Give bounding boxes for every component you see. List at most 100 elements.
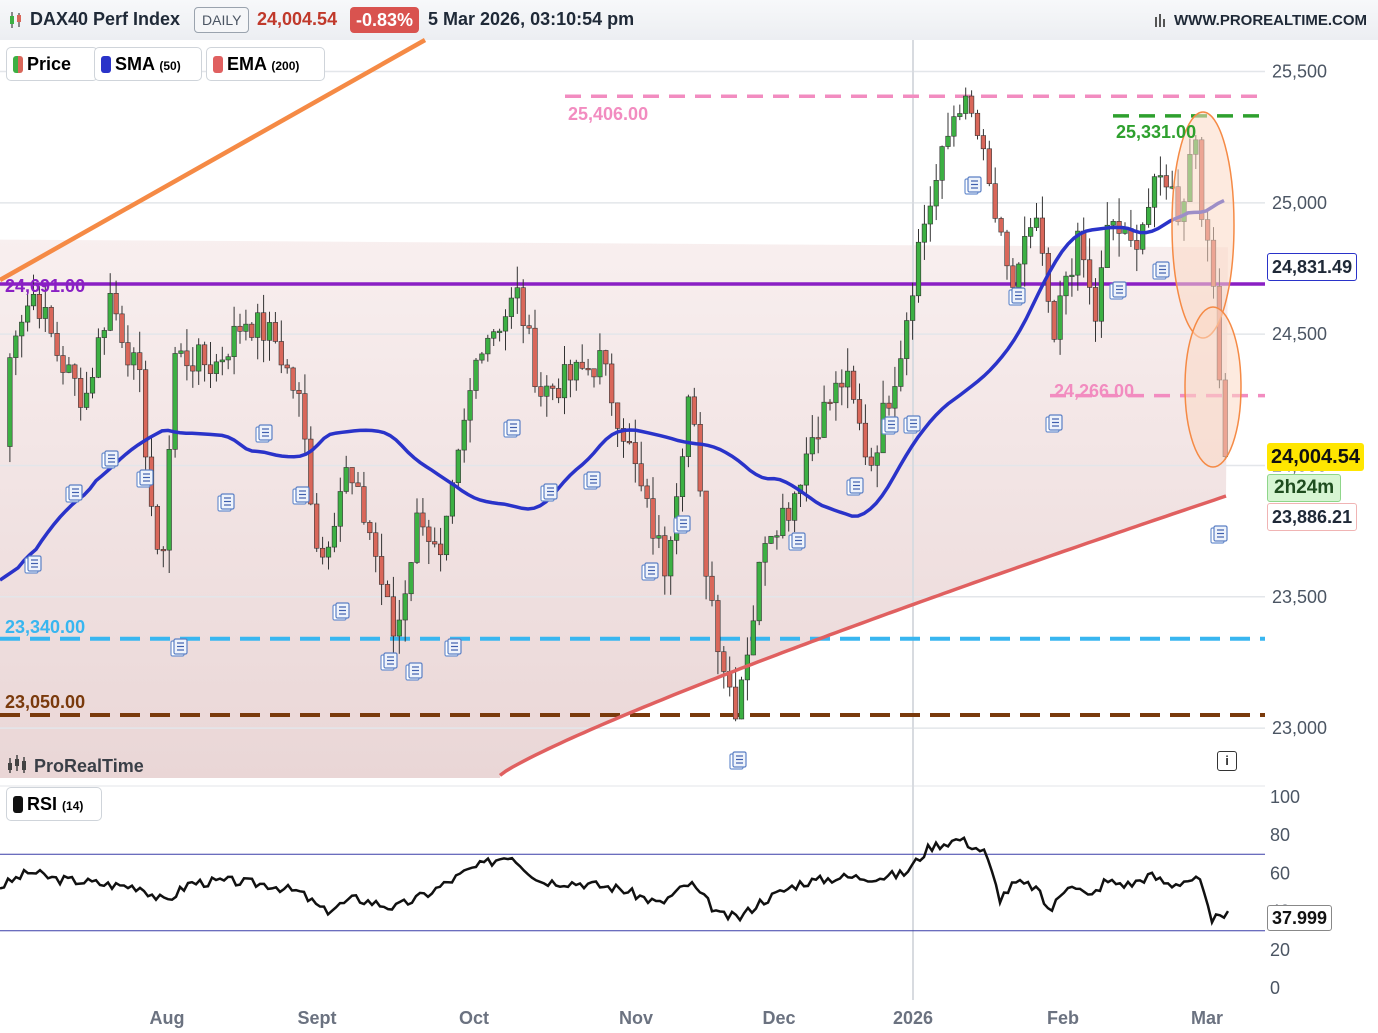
level-label-25331: 25,331.00 <box>1116 122 1197 142</box>
candle-body <box>703 490 709 577</box>
sma-swatch-icon <box>101 56 111 73</box>
y-tick-label: 25,500 <box>1272 62 1327 82</box>
candle-body <box>738 679 745 720</box>
news-note-icon <box>405 662 423 681</box>
candle-body <box>184 350 190 367</box>
legend-price-label: Price <box>27 54 72 74</box>
candle-body <box>921 223 927 243</box>
candle-body <box>892 386 898 409</box>
candle-body <box>172 353 178 450</box>
news-note-icon <box>24 555 42 574</box>
candle-body <box>1134 240 1140 250</box>
candle-body <box>154 506 161 550</box>
countdown-tag: 2h24m <box>1267 474 1342 502</box>
candle-body <box>750 620 756 656</box>
ema-value-tag: 23,886.21 <box>1267 503 1358 531</box>
candle-body <box>89 377 96 394</box>
candle-body <box>980 135 986 150</box>
instrument-name[interactable]: DAX40 Perf Index <box>30 9 181 29</box>
candle-body <box>721 651 727 672</box>
candle-body <box>408 562 414 595</box>
candle-body <box>13 335 19 358</box>
candle-body <box>249 323 255 338</box>
candle-body <box>827 401 833 404</box>
legend-price-button[interactable]: Price <box>6 47 98 81</box>
rsi-tick-label: 100 <box>1270 787 1300 807</box>
candle-body <box>343 467 349 492</box>
candle-body <box>337 491 343 527</box>
candle-body <box>874 452 880 466</box>
candle-body <box>803 453 809 486</box>
candle-body <box>355 482 361 487</box>
candle-body <box>567 364 573 381</box>
candle-body <box>473 359 479 391</box>
candle-body <box>414 512 420 563</box>
candle-body <box>48 307 54 334</box>
candle-body <box>455 449 461 483</box>
candle-body <box>644 485 650 499</box>
candle-body <box>1098 267 1104 322</box>
candle-body <box>626 441 632 444</box>
candle-body <box>561 364 568 399</box>
candle-body <box>302 393 308 440</box>
candle-body <box>662 535 668 577</box>
candle-body <box>19 321 25 337</box>
candle-body <box>1146 206 1152 225</box>
candle-body <box>992 183 998 219</box>
candle-body <box>927 205 933 225</box>
news-note-icon <box>255 424 273 443</box>
news-note-icon <box>65 484 83 503</box>
candle-body <box>349 467 355 484</box>
candle-body <box>691 396 697 425</box>
candle-body <box>1051 301 1057 340</box>
watermark: ProRealTime <box>6 754 144 779</box>
timeframe-badge[interactable]: DAILY <box>194 7 250 33</box>
news-note-icon <box>1109 281 1127 300</box>
legend-rsi-button[interactable]: RSI (14) <box>6 787 102 821</box>
news-note-icon <box>170 638 188 657</box>
legend-sma-button[interactable]: SMA (50) <box>94 47 202 81</box>
candle-body <box>1163 175 1169 188</box>
level-label-24266: 24,266.00 <box>1054 381 1135 401</box>
candle-body <box>886 402 892 409</box>
candle-body <box>378 556 385 585</box>
candle-body <box>909 295 916 321</box>
candle-body <box>585 368 591 371</box>
ema-swatch-icon <box>213 56 223 73</box>
news-note-icon <box>380 652 398 671</box>
candle-body <box>325 546 332 558</box>
candle-body <box>479 353 485 361</box>
candle-body <box>957 113 963 117</box>
change-badge: -0.83% <box>350 7 420 33</box>
candle-body <box>520 287 526 326</box>
x-tick-label: Sept <box>297 1008 336 1028</box>
candle-body <box>60 355 66 373</box>
legend-ema-button[interactable]: EMA (200) <box>206 47 325 81</box>
candle-body <box>732 686 739 720</box>
candle-body <box>84 392 90 408</box>
candle-body <box>780 507 786 536</box>
candle-body <box>225 356 231 361</box>
news-note-icon <box>444 638 462 657</box>
candle-body <box>573 361 579 381</box>
website-link[interactable]: WWW.PROREALTIME.COM <box>1174 12 1368 29</box>
x-tick-label: 2026 <box>893 1008 933 1028</box>
rsi-tick-label: 20 <box>1270 940 1290 960</box>
candle-body <box>532 327 538 387</box>
candle-body <box>190 365 196 372</box>
candle-body <box>526 325 532 329</box>
candle-body <box>650 498 656 539</box>
candle-body <box>42 307 48 319</box>
info-icon[interactable]: i <box>1217 751 1237 771</box>
candle-body <box>213 361 220 374</box>
level-label-25406: 25,406.00 <box>568 104 649 124</box>
candle-body <box>72 364 78 379</box>
candle-body <box>402 593 408 621</box>
broker-icon <box>1154 12 1166 33</box>
candle-body <box>95 337 101 378</box>
watermark-label: ProRealTime <box>34 756 144 776</box>
candle-body <box>544 385 550 397</box>
candle-body <box>591 368 597 378</box>
candle-body <box>502 316 509 332</box>
